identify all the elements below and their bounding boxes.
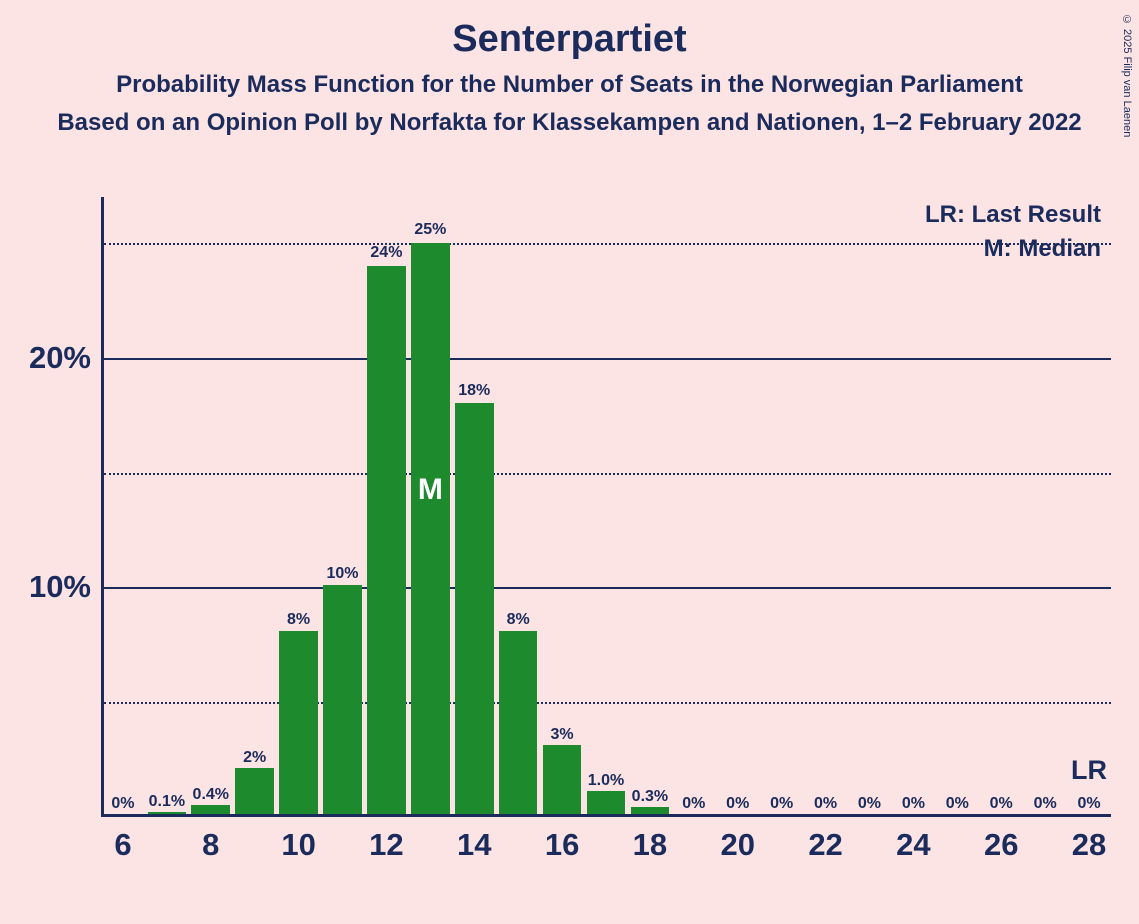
copyright-text: © 2025 Filip van Laenen <box>1121 14 1133 137</box>
bar-value-label: 1.0% <box>588 772 624 790</box>
x-tick-label: 12 <box>369 827 403 863</box>
chart-subtitle-1: Probability Mass Function for the Number… <box>0 71 1139 99</box>
bar-value-label: 0% <box>814 795 837 813</box>
bar <box>235 768 274 814</box>
bar-value-label: 0% <box>946 795 969 813</box>
y-axis <box>101 197 104 817</box>
bar <box>455 403 494 814</box>
x-tick-label: 26 <box>984 827 1018 863</box>
bar-value-label: 0.3% <box>632 788 668 806</box>
bar <box>279 631 318 814</box>
gridline-minor <box>104 702 1111 704</box>
x-tick-label: 16 <box>545 827 579 863</box>
bar-value-label: 2% <box>243 749 266 767</box>
bar-value-label: 0.4% <box>193 786 229 804</box>
x-tick-label: 14 <box>457 827 491 863</box>
bar-value-label: 8% <box>287 611 310 629</box>
x-axis <box>101 814 1111 817</box>
bar-value-label: 0% <box>111 795 134 813</box>
bar-value-label: 10% <box>327 565 359 583</box>
bar <box>191 805 230 814</box>
bar-value-label: 0% <box>858 795 881 813</box>
bar-value-label: 0% <box>682 795 705 813</box>
bar-value-label: 0% <box>990 795 1013 813</box>
gridline-minor <box>104 473 1111 475</box>
y-tick-label: 10% <box>29 569 91 605</box>
x-tick-label: 18 <box>633 827 667 863</box>
bar-value-label: 8% <box>507 611 530 629</box>
gridline-major <box>104 587 1111 589</box>
gridline-minor <box>104 243 1111 245</box>
bar <box>367 266 406 814</box>
bar-value-label: 25% <box>414 221 446 239</box>
x-tick-label: 24 <box>896 827 930 863</box>
x-tick-label: 20 <box>720 827 754 863</box>
median-marker: M <box>418 473 443 507</box>
legend-last-result: LR: Last Result <box>925 201 1101 229</box>
bar-value-label: 0.1% <box>149 793 185 811</box>
x-tick-label: 28 <box>1072 827 1106 863</box>
bar <box>323 585 362 814</box>
legend-median: M: Median <box>984 235 1101 263</box>
bar <box>148 812 187 814</box>
x-tick-label: 10 <box>281 827 315 863</box>
last-result-marker: LR <box>1071 755 1107 786</box>
bar <box>543 745 582 814</box>
bar-value-label: 24% <box>370 244 402 262</box>
x-tick-label: 22 <box>808 827 842 863</box>
gridline-major <box>104 358 1111 360</box>
bar <box>499 631 538 814</box>
bar-value-label: 0% <box>902 795 925 813</box>
bar <box>631 807 670 814</box>
bar-value-label: 0% <box>1034 795 1057 813</box>
chart-plot-area: LR: Last Result M: Median 10%20%68101214… <box>101 197 1111 817</box>
bar-value-label: 0% <box>726 795 749 813</box>
bar-value-label: 3% <box>551 726 574 744</box>
chart-title: Senterpartiet <box>0 0 1139 61</box>
bar-value-label: 0% <box>1077 795 1100 813</box>
chart-subtitle-2: Based on an Opinion Poll by Norfakta for… <box>0 109 1139 137</box>
y-tick-label: 20% <box>29 340 91 376</box>
x-tick-label: 8 <box>202 827 219 863</box>
bar <box>587 791 626 814</box>
bar <box>411 243 450 814</box>
bar-value-label: 18% <box>458 382 490 400</box>
x-tick-label: 6 <box>114 827 131 863</box>
bar-value-label: 0% <box>770 795 793 813</box>
